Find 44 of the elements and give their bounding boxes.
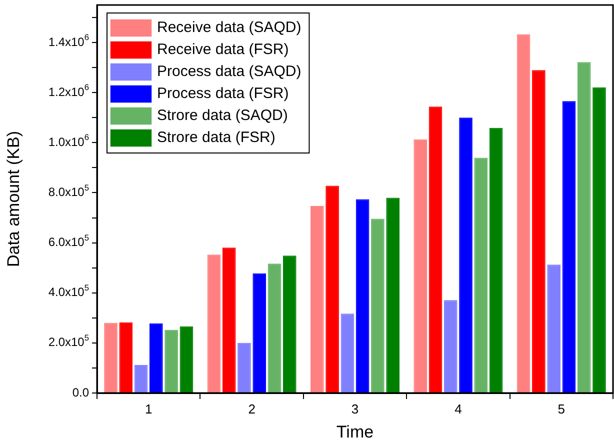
bar [134, 364, 148, 392]
legend-label: Receive data (FSR) [157, 41, 289, 58]
bar [310, 206, 324, 392]
bar [592, 87, 606, 392]
legend-label: Strore data (FSR) [157, 129, 276, 146]
x-tick-label: 4 [454, 401, 462, 416]
bar [371, 218, 384, 392]
y-axis-title: Data amount (KB) [4, 130, 23, 268]
bar [238, 342, 251, 392]
bar [444, 300, 458, 392]
legend-label: Process data (SAQD) [157, 63, 302, 80]
bar [252, 273, 266, 392]
bar [516, 34, 530, 392]
legend-label: Process data (FSR) [157, 85, 289, 102]
x-tick-label: 3 [351, 401, 359, 416]
x-tick-label: 1 [144, 401, 152, 416]
bar [340, 314, 354, 392]
bar [180, 326, 194, 392]
bar [532, 70, 546, 392]
bar [577, 62, 591, 392]
bar [428, 106, 442, 392]
x-axis-title: Time [336, 422, 374, 442]
x-tick-label: 5 [558, 401, 566, 416]
y-tick-label: 0.0 [72, 385, 90, 400]
bar [356, 199, 370, 392]
bar [489, 128, 503, 392]
bar [222, 248, 236, 392]
bar [386, 198, 400, 392]
bar [474, 158, 488, 392]
bar [119, 322, 133, 392]
bar [207, 254, 221, 392]
bar [326, 186, 339, 392]
legend-label: Receive data (SAQD) [157, 19, 302, 36]
bar [150, 323, 163, 392]
bar [104, 322, 118, 392]
bar [282, 256, 296, 392]
bar [562, 101, 576, 392]
bar [164, 330, 178, 392]
bar [268, 264, 282, 392]
bar [414, 139, 428, 392]
legend-label: Strore data (SAQD) [157, 107, 288, 124]
bar [459, 118, 472, 392]
bar [547, 264, 560, 392]
x-tick-label: 2 [248, 401, 256, 416]
